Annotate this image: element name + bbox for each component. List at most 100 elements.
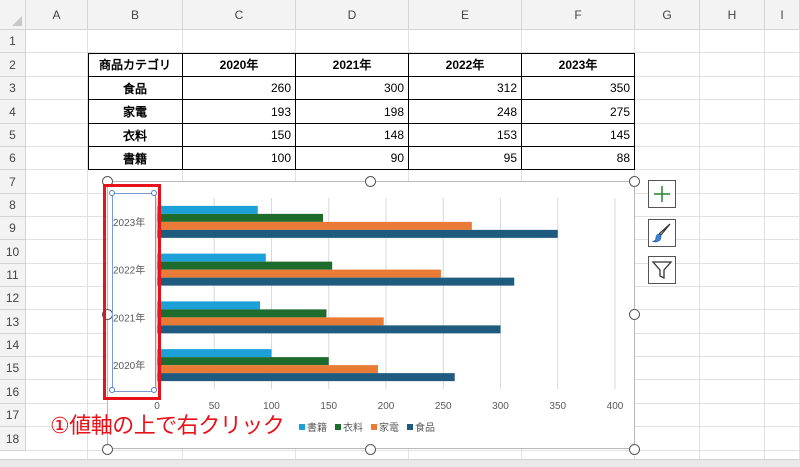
table-header-cell[interactable]: 2023年 <box>522 53 635 77</box>
bar-食品-2021年 <box>157 325 501 334</box>
bar-書籍-2022年 <box>157 253 266 262</box>
table-value-cell[interactable]: 275 <box>522 100 635 124</box>
row-header[interactable]: 1 <box>0 30 26 53</box>
bar-家電-2022年 <box>157 269 441 278</box>
table-header-cell[interactable]: 2021年 <box>296 53 409 77</box>
axis-selection-handle[interactable] <box>151 190 157 196</box>
row-header[interactable]: 6 <box>0 147 26 170</box>
chart-styles-button[interactable] <box>648 219 676 247</box>
table-value-cell[interactable]: 198 <box>296 100 409 124</box>
row-header[interactable]: 17 <box>0 404 26 427</box>
resize-handle-bottom-left[interactable] <box>102 444 113 455</box>
chart-elements-button[interactable] <box>648 180 676 208</box>
bar-書籍-2020年 <box>157 349 272 358</box>
table-value-cell[interactable]: 153 <box>409 124 522 147</box>
column-header[interactable]: D <box>296 0 409 30</box>
bar-書籍-2023年 <box>157 205 258 214</box>
table-header-cell[interactable]: 2020年 <box>183 53 296 77</box>
value-axis-tick-label: 400 <box>607 401 624 412</box>
table-border <box>88 53 635 54</box>
table-value-cell[interactable]: 100 <box>183 147 296 170</box>
legend-swatch <box>299 424 305 430</box>
value-axis-tick-label: 350 <box>549 401 566 412</box>
table-value-cell[interactable]: 90 <box>296 147 409 170</box>
table-category-cell[interactable]: 家電 <box>88 100 183 124</box>
row-header[interactable]: 4 <box>0 100 26 124</box>
column-header[interactable]: B <box>88 0 183 30</box>
axis-selection-handle[interactable] <box>151 387 157 393</box>
category-axis-label: 2021年 <box>113 311 145 324</box>
table-value-cell[interactable]: 312 <box>409 77 522 100</box>
category-axis-label: 2020年 <box>113 359 145 372</box>
bar-食品-2023年 <box>157 229 558 238</box>
row-header[interactable]: 3 <box>0 77 26 100</box>
value-axis-tick-label: 200 <box>378 401 395 412</box>
row-header[interactable]: 13 <box>0 310 26 334</box>
bar-食品-2020年 <box>157 373 455 382</box>
table-value-cell[interactable]: 145 <box>522 124 635 147</box>
table-value-cell[interactable]: 148 <box>296 124 409 147</box>
row-header[interactable]: 14 <box>0 334 26 357</box>
value-axis-tick-label: 150 <box>320 401 337 412</box>
row-header[interactable]: 15 <box>0 357 26 380</box>
row-header[interactable]: 8 <box>0 194 26 217</box>
category-axis-label: 2022年 <box>113 264 145 277</box>
row-header[interactable]: 9 <box>0 217 26 240</box>
row-header[interactable]: 16 <box>0 380 26 404</box>
table-value-cell[interactable]: 150 <box>183 124 296 147</box>
column-header[interactable]: C <box>183 0 296 30</box>
row-header[interactable]: 11 <box>0 264 26 287</box>
column-header[interactable]: H <box>700 0 765 30</box>
resize-handle-bottom-right[interactable] <box>629 444 640 455</box>
plus-icon <box>654 186 670 202</box>
bar-衣料-2020年 <box>157 357 329 366</box>
gridline <box>26 450 800 451</box>
category-axis-selection[interactable] <box>109 190 157 393</box>
gridline <box>699 30 700 467</box>
table-value-cell[interactable]: 260 <box>183 77 296 100</box>
axis-selection-handle[interactable] <box>109 387 115 393</box>
legend-swatch <box>371 424 377 430</box>
axis-selection-handle[interactable] <box>109 190 115 196</box>
table-value-cell[interactable]: 193 <box>183 100 296 124</box>
highlight-box <box>103 184 161 400</box>
row-header[interactable]: 2 <box>0 53 26 77</box>
row-header[interactable]: 18 <box>0 427 26 451</box>
table-border <box>88 53 89 170</box>
chart-filters-button[interactable] <box>648 256 676 284</box>
column-header[interactable]: F <box>522 0 635 30</box>
column-header[interactable]: G <box>635 0 700 30</box>
column-header[interactable]: A <box>26 0 88 30</box>
legend-label: 家電 <box>379 421 399 434</box>
table-value-cell[interactable]: 350 <box>522 77 635 100</box>
row-header[interactable]: 5 <box>0 124 26 147</box>
table-header-cell[interactable]: 商品カテゴリ <box>88 53 183 77</box>
bar-衣料-2021年 <box>157 309 327 318</box>
bar-家電-2023年 <box>157 221 472 230</box>
table-value-cell[interactable]: 248 <box>409 100 522 124</box>
table-value-cell[interactable]: 300 <box>296 77 409 100</box>
column-header[interactable]: I <box>765 0 800 30</box>
resize-handle-top[interactable] <box>365 176 376 187</box>
resize-handle-right[interactable] <box>629 309 640 320</box>
table-header-cell[interactable]: 2022年 <box>409 53 522 77</box>
row-header[interactable]: 10 <box>0 240 26 264</box>
value-axis-tick-label: 300 <box>492 401 509 412</box>
value-axis-tick-label: 50 <box>209 401 221 412</box>
bar-書籍-2021年 <box>157 301 261 310</box>
legend-label: 食品 <box>415 421 435 434</box>
column-header[interactable]: E <box>409 0 522 30</box>
row-header[interactable]: 7 <box>0 170 26 194</box>
table-value-cell[interactable]: 88 <box>522 147 635 170</box>
category-axis-label: 2023年 <box>113 216 145 229</box>
resize-handle-bottom[interactable] <box>365 444 376 455</box>
resize-handle-top-right[interactable] <box>629 176 640 187</box>
table-category-cell[interactable]: 食品 <box>88 77 183 100</box>
table-category-cell[interactable]: 書籍 <box>88 147 183 170</box>
table-value-cell[interactable]: 95 <box>409 147 522 170</box>
bar-chart[interactable]: 2023年 2022年 2021年 2020年 0 50 100 150 200 250 300 35… <box>107 181 635 449</box>
select-all-corner[interactable] <box>0 0 26 30</box>
row-header[interactable]: 12 <box>0 287 26 310</box>
table-category-cell[interactable]: 衣料 <box>88 124 183 147</box>
